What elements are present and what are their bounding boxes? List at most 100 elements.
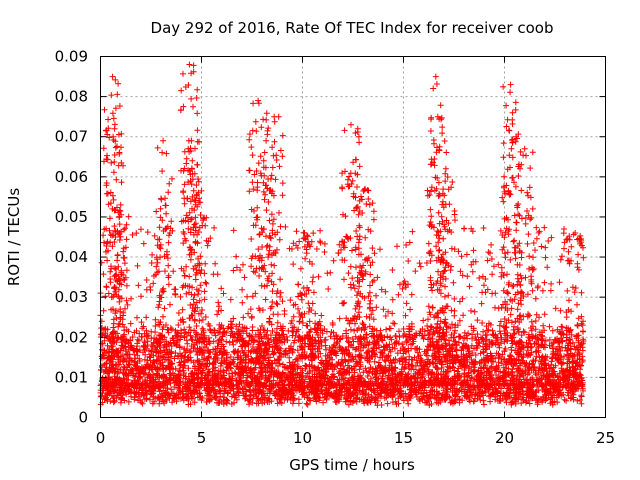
data-point — [249, 324, 256, 330]
data-point — [488, 241, 495, 248]
data-point — [143, 314, 150, 321]
data-point — [399, 341, 406, 348]
data-point — [530, 254, 536, 261]
data-point — [296, 238, 303, 245]
data-point — [578, 400, 585, 407]
data-point — [456, 298, 463, 305]
data-point — [135, 282, 142, 289]
data-point — [335, 250, 342, 257]
data-point — [321, 249, 328, 255]
data-point — [542, 244, 549, 251]
data-point — [400, 326, 407, 332]
data-point — [409, 228, 416, 235]
data-point — [277, 276, 284, 283]
data-point — [485, 326, 492, 333]
data-point — [150, 359, 157, 365]
data-point — [199, 316, 206, 323]
data-point — [373, 304, 380, 311]
data-point — [364, 373, 371, 379]
data-point — [148, 260, 155, 266]
data-point — [481, 401, 487, 408]
data-point — [530, 240, 537, 246]
data-point — [356, 224, 363, 231]
data-point — [521, 329, 528, 336]
data-point — [532, 318, 539, 324]
data-point — [515, 329, 522, 336]
data-point — [489, 327, 496, 334]
data-point — [295, 305, 301, 312]
data-point — [574, 397, 581, 404]
data-point — [476, 275, 483, 281]
data-point — [481, 282, 487, 289]
data-point — [287, 297, 294, 304]
data-point — [211, 224, 218, 231]
data-point — [347, 326, 354, 333]
data-point — [107, 268, 114, 275]
data-point — [389, 296, 396, 303]
data-point — [240, 314, 247, 321]
data-point — [408, 291, 415, 298]
data-point — [384, 333, 391, 340]
data-point — [177, 293, 184, 300]
data-point — [532, 247, 538, 254]
data-point — [549, 327, 556, 334]
data-point — [546, 336, 553, 343]
data-point — [230, 227, 237, 234]
data-point — [480, 397, 487, 404]
data-point — [496, 344, 503, 351]
data-point — [241, 274, 248, 281]
data-point — [290, 261, 297, 268]
data-point — [230, 267, 237, 274]
data-point — [170, 268, 177, 275]
data-point — [118, 353, 124, 360]
data-point — [190, 359, 197, 366]
data-point — [540, 322, 547, 329]
data-point — [123, 236, 130, 243]
data-point — [356, 366, 363, 373]
data-point — [500, 287, 507, 294]
data-point — [459, 295, 466, 302]
data-point — [468, 307, 474, 314]
data-point — [461, 225, 468, 232]
data-point — [98, 259, 105, 266]
data-point — [532, 326, 539, 333]
data-point — [315, 273, 322, 280]
data-point — [386, 325, 393, 332]
data-point — [374, 274, 381, 281]
data-point — [227, 296, 234, 303]
data-point — [125, 398, 132, 405]
data-point — [578, 393, 585, 400]
data-point — [176, 367, 183, 374]
data-point — [417, 263, 424, 270]
data-point — [310, 289, 317, 296]
data-point — [568, 308, 575, 315]
data-point — [282, 223, 289, 230]
data-point — [247, 306, 254, 313]
data-point — [488, 256, 495, 262]
data-point — [100, 271, 107, 278]
data-point — [185, 401, 192, 408]
data-point — [201, 288, 208, 295]
data-point — [284, 337, 291, 344]
data-point — [98, 340, 105, 347]
data-point — [470, 247, 477, 254]
data-point — [214, 271, 221, 278]
data-point — [185, 365, 192, 372]
data-point — [474, 317, 481, 324]
data-point — [161, 305, 168, 312]
data-point — [233, 253, 240, 260]
data-point — [264, 327, 271, 334]
data-point — [362, 365, 369, 372]
data-point — [538, 243, 545, 250]
data-point — [340, 300, 347, 307]
data-point — [466, 283, 473, 290]
data-point — [230, 341, 237, 348]
data-point — [202, 314, 209, 320]
data-point — [548, 280, 555, 287]
data-point — [142, 351, 149, 358]
data-point — [389, 267, 396, 273]
data-point — [480, 392, 487, 399]
data-point — [317, 350, 324, 357]
data-point — [571, 343, 578, 350]
data-point — [536, 228, 543, 235]
